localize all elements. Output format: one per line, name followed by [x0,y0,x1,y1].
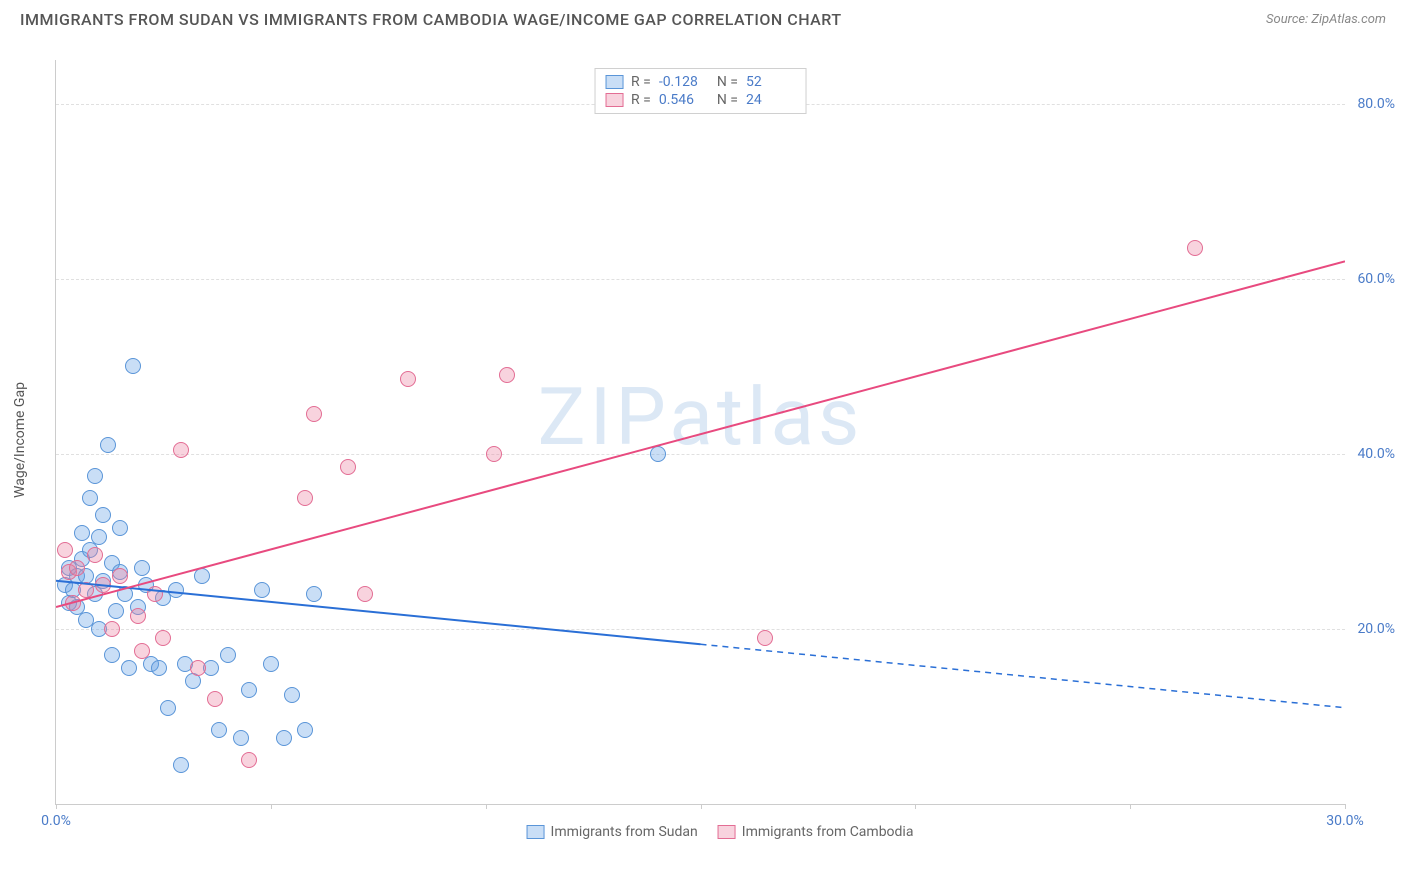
data-point-sudan [100,437,116,453]
data-point-sudan [95,507,111,523]
data-point-cambodia [1187,240,1203,256]
chart-container: Wage/Income Gap ZIPatlas R = -0.128 N = … [50,40,1390,840]
y-tick-label: 20.0% [1357,621,1395,637]
y-axis-label: Wage/Income Gap [12,382,28,498]
data-point-cambodia [112,568,128,584]
x-tick-mark [486,804,487,809]
plot-area: ZIPatlas R = -0.128 N = 52 R = 0.546 N =… [55,60,1345,805]
data-point-cambodia [306,406,322,422]
data-point-sudan [134,560,150,576]
legend-n-value-cambodia: 24 [746,92,796,108]
data-point-cambodia [130,608,146,624]
data-point-sudan [220,647,236,663]
data-point-cambodia [357,586,373,602]
legend-r-value-cambodia: 0.546 [659,92,709,108]
data-point-cambodia [499,367,515,383]
legend-row-cambodia: R = 0.546 N = 24 [605,91,796,109]
data-point-sudan [233,730,249,746]
legend-r-value-sudan: -0.128 [659,74,709,90]
legend-swatch-cambodia [718,825,736,839]
legend-label-cambodia: Immigrants from Cambodia [742,824,914,840]
data-point-sudan [194,568,210,584]
legend-item-cambodia: Immigrants from Cambodia [718,824,914,840]
data-point-cambodia [340,459,356,475]
data-point-cambodia [134,643,150,659]
data-point-sudan [254,582,270,598]
legend-r-label: R = [631,74,651,90]
y-tick-label: 40.0% [1357,446,1395,462]
data-point-sudan [108,603,124,619]
data-point-cambodia [297,490,313,506]
data-point-sudan [82,490,98,506]
x-tick-mark [1130,804,1131,809]
legend-correlation-box: R = -0.128 N = 52 R = 0.546 N = 24 [594,68,807,114]
data-point-sudan [173,757,189,773]
data-point-sudan [87,468,103,484]
legend-swatch-cambodia [605,93,623,107]
data-point-cambodia [757,630,773,646]
data-point-sudan [151,660,167,676]
data-point-sudan [168,582,184,598]
data-point-cambodia [65,595,81,611]
source-attribution: Source: ZipAtlas.com [1266,12,1386,27]
data-point-cambodia [69,560,85,576]
legend-row-sudan: R = -0.128 N = 52 [605,73,796,91]
data-point-cambodia [87,547,103,563]
data-point-cambodia [241,752,257,768]
chart-title: IMMIGRANTS FROM SUDAN VS IMMIGRANTS FROM… [20,10,842,29]
data-point-sudan [125,358,141,374]
x-tick-mark [271,804,272,809]
data-point-sudan [160,700,176,716]
legend-n-label: N = [717,92,738,108]
legend-n-label: N = [717,74,738,90]
legend-swatch-sudan [605,75,623,89]
data-point-sudan [263,656,279,672]
y-tick-label: 80.0% [1357,96,1395,112]
x-tick-mark [701,804,702,809]
data-point-cambodia [57,542,73,558]
data-point-cambodia [190,660,206,676]
data-point-sudan [284,687,300,703]
watermark: ZIPatlas [538,370,864,464]
data-point-sudan [306,586,322,602]
x-tick-mark [56,804,57,809]
gridline-horizontal [56,279,1345,280]
y-tick-label: 60.0% [1357,271,1395,287]
data-point-cambodia [173,442,189,458]
legend-r-label: R = [631,92,651,108]
data-point-cambodia [147,586,163,602]
data-point-sudan [104,647,120,663]
data-point-sudan [91,529,107,545]
x-tick-mark [1345,804,1346,809]
data-point-sudan [117,586,133,602]
gridline-horizontal [56,454,1345,455]
data-point-sudan [74,525,90,541]
legend-swatch-sudan [527,825,545,839]
data-point-sudan [276,730,292,746]
legend-item-sudan: Immigrants from Sudan [527,824,698,840]
x-tick-mark [915,804,916,809]
data-point-sudan [211,722,227,738]
data-point-cambodia [78,582,94,598]
data-point-cambodia [400,371,416,387]
data-point-sudan [297,722,313,738]
legend-n-value-sudan: 52 [746,74,796,90]
data-point-cambodia [104,621,120,637]
legend-label-sudan: Immigrants from Sudan [551,824,698,840]
data-point-cambodia [207,691,223,707]
data-point-cambodia [155,630,171,646]
data-point-sudan [112,520,128,536]
data-point-sudan [650,446,666,462]
data-point-sudan [121,660,137,676]
data-point-sudan [241,682,257,698]
x-tick-label: 30.0% [1326,813,1364,829]
x-tick-label: 0.0% [41,813,71,829]
data-point-cambodia [95,577,111,593]
legend-series: Immigrants from Sudan Immigrants from Ca… [527,824,914,840]
data-point-cambodia [486,446,502,462]
gridline-horizontal [56,629,1345,630]
